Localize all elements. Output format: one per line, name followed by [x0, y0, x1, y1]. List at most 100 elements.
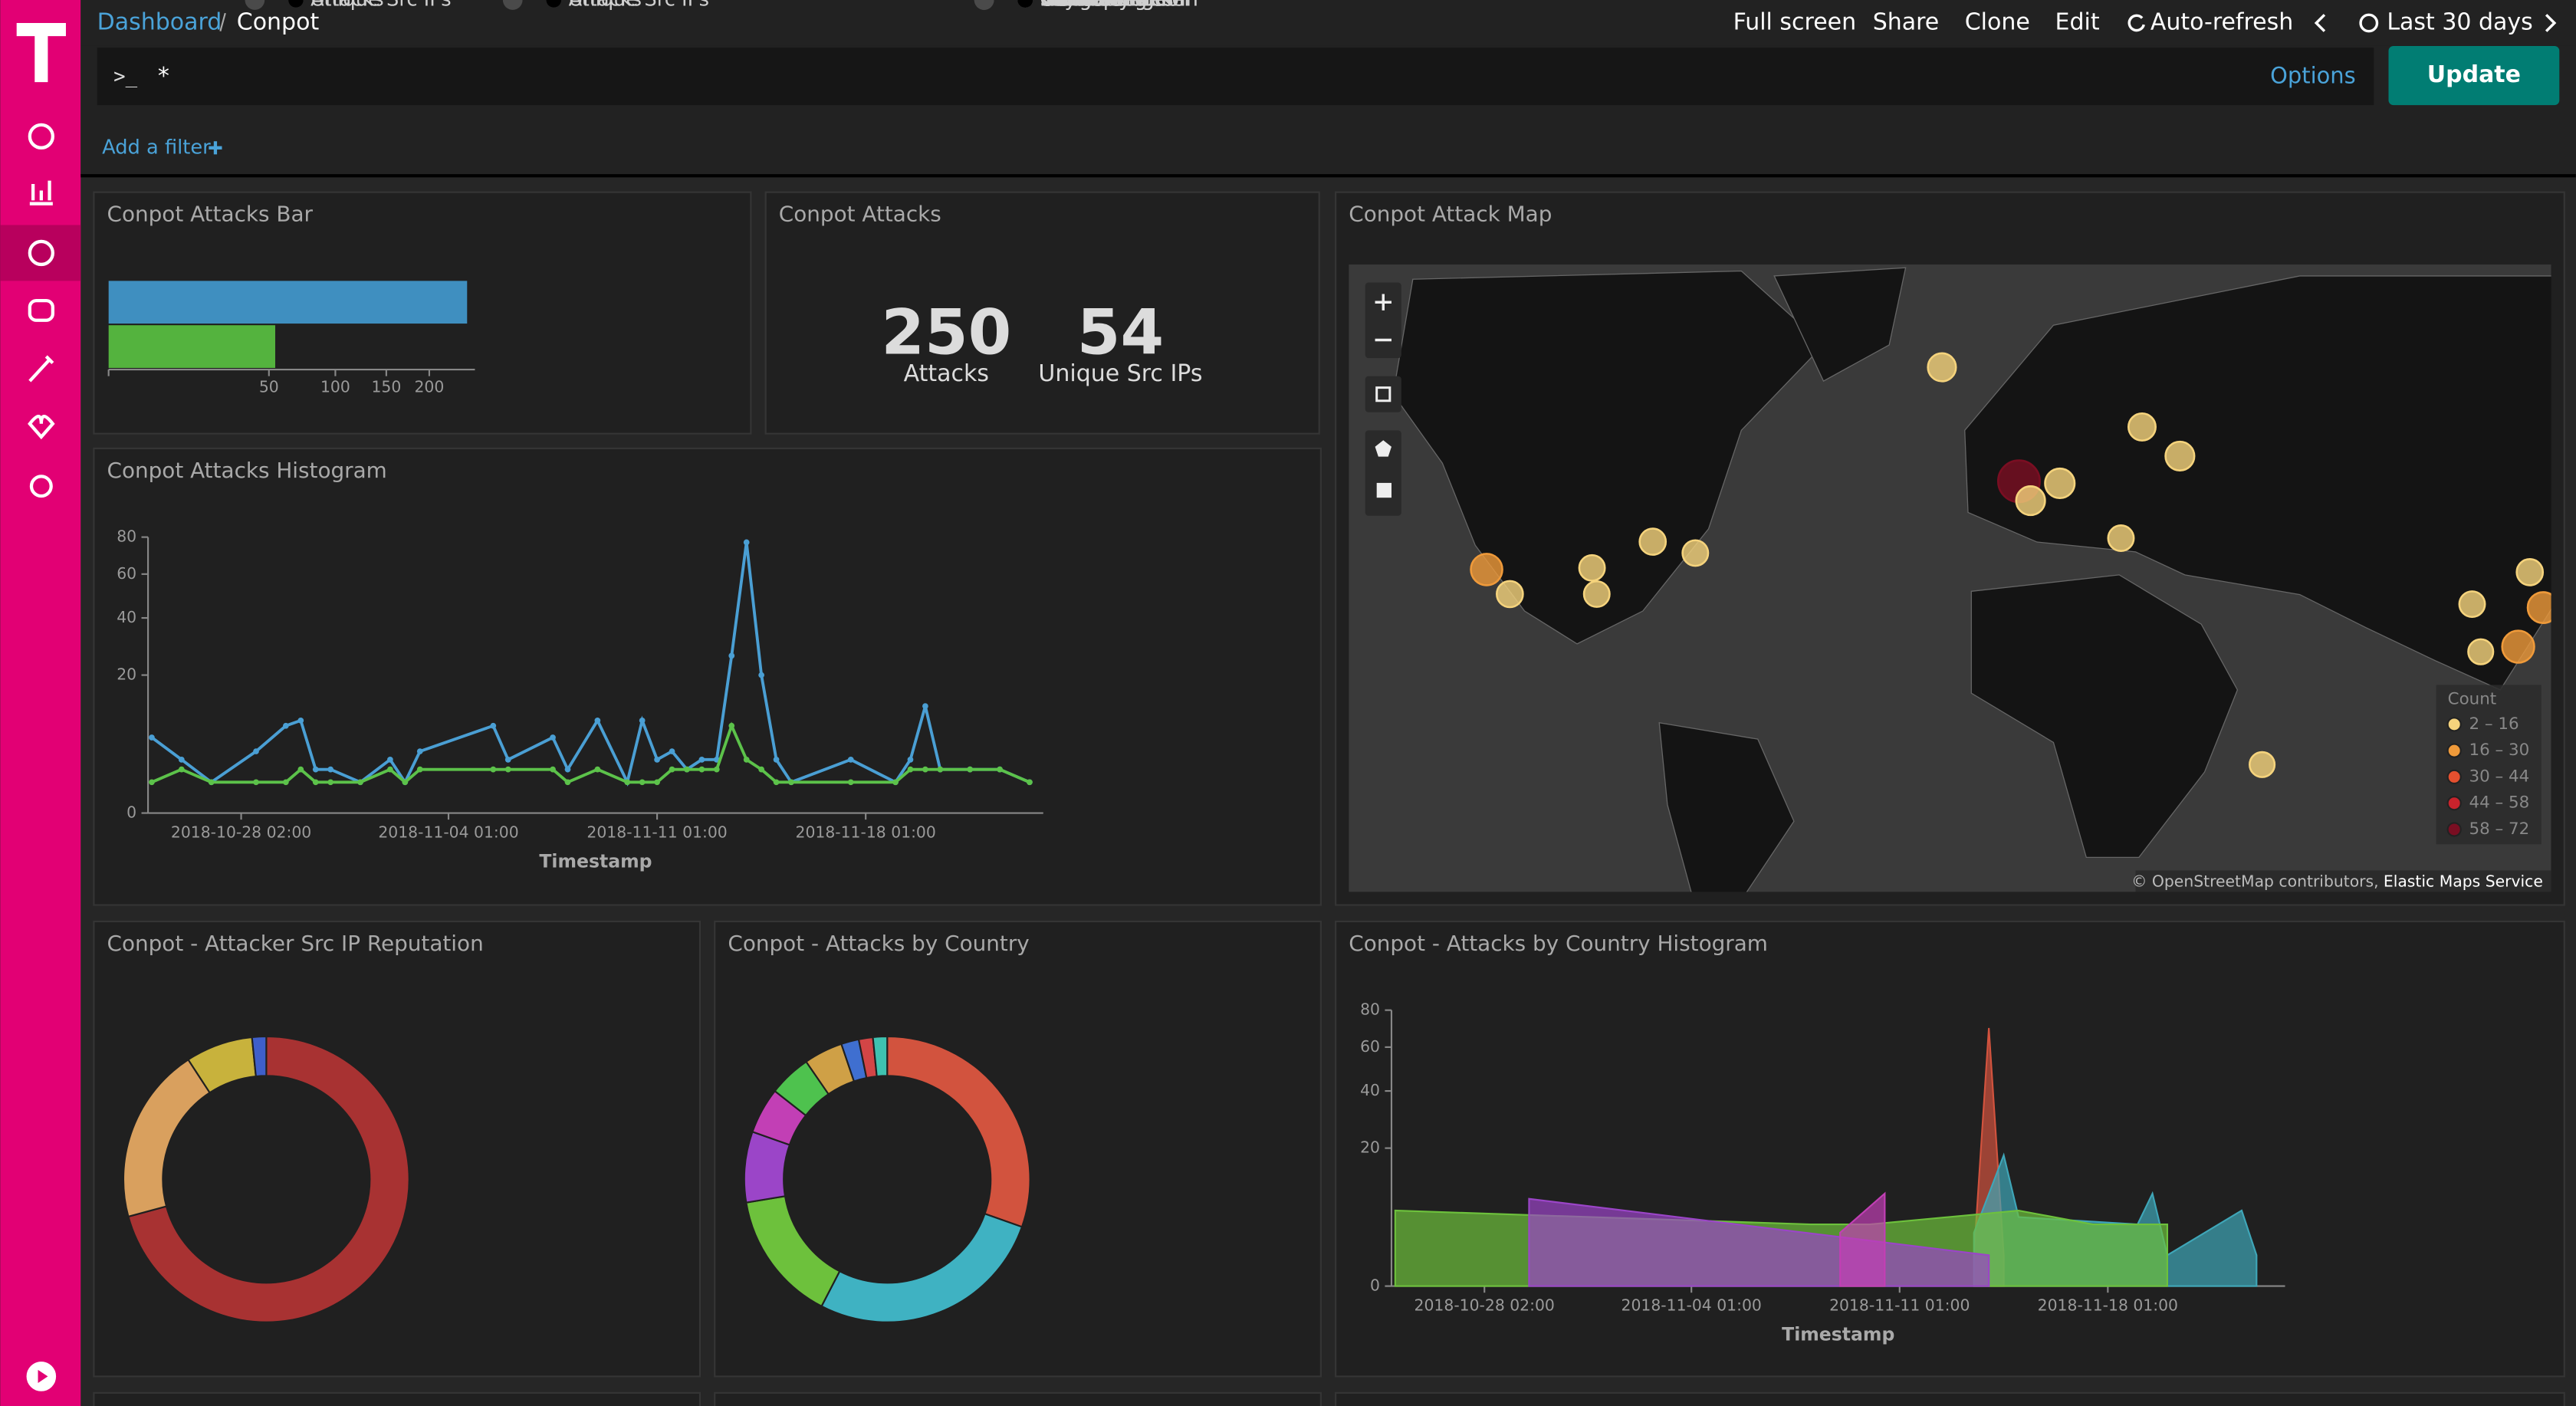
point	[922, 766, 928, 773]
point	[282, 779, 289, 786]
options-button[interactable]: Options	[2270, 63, 2356, 89]
legend-label: 16 – 30	[2469, 741, 2529, 760]
legend-toggle[interactable]	[245, 0, 265, 10]
legend-label: Germany	[1040, 0, 1130, 11]
map-marker	[2501, 629, 2535, 664]
panel-partial	[714, 1391, 1322, 1406]
legend-label: known attacker	[1040, 0, 1192, 11]
map-marker	[2044, 467, 2076, 500]
panel-title: Conpot Attacks	[779, 202, 941, 227]
rect-icon	[1376, 482, 1392, 498]
point	[490, 766, 497, 773]
breadcrumb-link[interactable]: Dashboard	[97, 8, 222, 35]
point	[773, 756, 780, 763]
point	[504, 766, 511, 773]
update-label[interactable]: Update	[2427, 61, 2521, 88]
add-filter-icon[interactable]	[209, 141, 222, 155]
x-tick-label: 2018-11-18 01:00	[796, 823, 936, 841]
point	[937, 766, 944, 773]
y-tick-label: 20	[117, 665, 136, 684]
update-button[interactable]	[2388, 45, 2560, 106]
legend-label: United Kingdom	[1040, 0, 1198, 11]
menu-item[interactable]: Full screen	[1733, 8, 1856, 35]
prev-icon[interactable]	[2314, 14, 2326, 32]
map-marker	[2107, 524, 2135, 553]
monitoring-icon[interactable]	[28, 415, 55, 440]
metric-label: Attacks	[904, 360, 989, 387]
menu-item[interactable]: Share	[1873, 8, 1940, 35]
map	[1349, 264, 2551, 892]
legend-swatch	[1017, 0, 1033, 8]
point	[253, 779, 259, 786]
map-control[interactable]	[1365, 282, 1401, 359]
map-land	[1964, 275, 2551, 691]
y-tick-label: 20	[1360, 1138, 1380, 1157]
map-land	[1773, 267, 1907, 382]
panel-title: Conpot Attacks Bar	[107, 202, 314, 227]
legend-label: China	[1040, 0, 1096, 11]
menu-item[interactable]: Last 30 days	[2387, 8, 2532, 35]
next-icon[interactable]	[2545, 14, 2557, 32]
point	[698, 766, 705, 773]
x-axis-title: Timestamp	[1782, 1323, 1894, 1345]
discover-icon[interactable]	[28, 123, 54, 149]
map-marker	[1470, 553, 1503, 586]
menu-item[interactable]: Auto-refresh	[2150, 8, 2293, 35]
timelion-icon[interactable]	[28, 298, 54, 322]
legend-label: Hong Kong	[1040, 0, 1147, 11]
point	[639, 779, 646, 786]
legend-label: United Kingdom	[1040, 0, 1198, 11]
point	[892, 779, 899, 786]
visualize-icon[interactable]	[29, 180, 53, 205]
legend-toggle[interactable]	[974, 0, 994, 10]
query-input[interactable]	[97, 48, 2374, 106]
legend-toggle[interactable]	[502, 0, 523, 10]
collapse-glyph	[38, 1369, 48, 1384]
menu-item[interactable]: Edit	[2055, 8, 2100, 35]
crop-icon	[1375, 386, 1392, 402]
panel-title: Conpot - Attacker Src IP Reputation	[107, 931, 484, 956]
legend-label: Vietnam	[1040, 0, 1122, 11]
settings-icon[interactable]	[29, 475, 53, 498]
panel	[1335, 920, 2565, 1378]
point	[743, 756, 750, 763]
add-filter[interactable]: Add a filter	[102, 136, 211, 159]
point	[713, 766, 720, 773]
legend-swatch	[2446, 769, 2462, 785]
point	[297, 766, 304, 773]
point	[504, 756, 511, 763]
map-control[interactable]	[1365, 376, 1401, 412]
map-marker	[1638, 527, 1668, 556]
query-text[interactable]: *	[158, 63, 169, 90]
point	[312, 779, 319, 786]
map-land	[1658, 721, 1795, 892]
legend-label: Unique Src IPs	[310, 0, 451, 11]
map-marker	[2467, 638, 2495, 665]
devtools-icon[interactable]	[28, 355, 54, 383]
legend-label: malware	[1040, 0, 1125, 11]
point	[594, 766, 601, 773]
legend-label: Germany	[1040, 0, 1130, 11]
attribution-bg	[2135, 870, 2551, 892]
map-marker	[2526, 591, 2551, 624]
attribution: Elastic Maps Service	[2384, 872, 2543, 891]
point	[788, 779, 794, 786]
map-control[interactable]	[1365, 430, 1401, 516]
x-tick-label: 2018-10-28 02:00	[1414, 1296, 1555, 1314]
legend-label: Attacks	[569, 0, 642, 11]
point	[773, 779, 780, 786]
bar	[108, 281, 468, 324]
sidebar-icons[interactable]	[16, 22, 66, 1391]
x-axis-title: Timestamp	[539, 850, 652, 872]
menu-item[interactable]: Clone	[1965, 8, 2030, 35]
point	[416, 766, 423, 773]
point	[743, 539, 750, 546]
map-marker	[2015, 485, 2046, 517]
point	[907, 756, 914, 763]
dashboard-icon[interactable]	[28, 239, 54, 267]
panel-partial	[93, 1391, 702, 1406]
legend-label: 44 – 58	[2469, 793, 2529, 813]
point	[564, 766, 571, 773]
x-tick-label: 200	[414, 378, 444, 396]
map-marker	[2458, 590, 2486, 619]
